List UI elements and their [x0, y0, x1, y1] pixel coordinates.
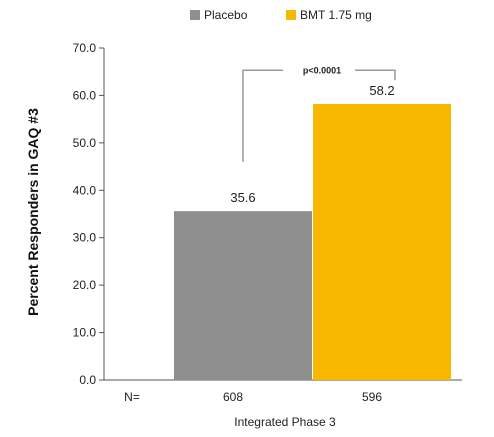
y-axis-title: Percent Responders in GAQ #3	[25, 108, 41, 316]
y-axis-ticks: 0.0 10.0 20.0 30.0 40.0 50.0 60.0 70.0	[73, 41, 104, 387]
y-tick-label: 30.0	[73, 231, 97, 245]
x-axis-title: Integrated Phase 3	[234, 415, 336, 429]
p-value-annotation: p<0.0001	[303, 65, 341, 75]
y-tick-label: 70.0	[73, 41, 97, 55]
n-labels: 608 596	[223, 390, 382, 404]
y-tick-label: 60.0	[73, 88, 97, 102]
legend-label-placebo: Placebo	[204, 8, 248, 22]
bar-placebo	[174, 211, 312, 380]
y-tick-label: 40.0	[73, 183, 97, 197]
bar-bmt	[313, 103, 451, 381]
n-value-label: 596	[362, 390, 382, 404]
n-value-label: 608	[223, 390, 243, 404]
legend: Placebo BMT 1.75 mg	[190, 8, 372, 22]
y-tick-label: 10.0	[73, 326, 97, 340]
y-tick-label: 20.0	[73, 278, 97, 292]
y-tick-label: 0.0	[79, 373, 96, 387]
legend-swatch-placebo	[190, 10, 200, 20]
significance-bracket: p<0.0001	[242, 65, 396, 162]
bar-value-label: 35.6	[230, 190, 255, 205]
y-tick-label: 50.0	[73, 136, 97, 150]
legend-swatch-bmt	[286, 10, 296, 20]
bars: 35.6 58.2	[174, 83, 451, 381]
n-prefix-label: N=	[124, 390, 140, 404]
legend-label-bmt: BMT 1.75 mg	[300, 8, 372, 22]
bar-value-label: 58.2	[369, 83, 394, 98]
significance-bracket-line	[242, 69, 396, 162]
